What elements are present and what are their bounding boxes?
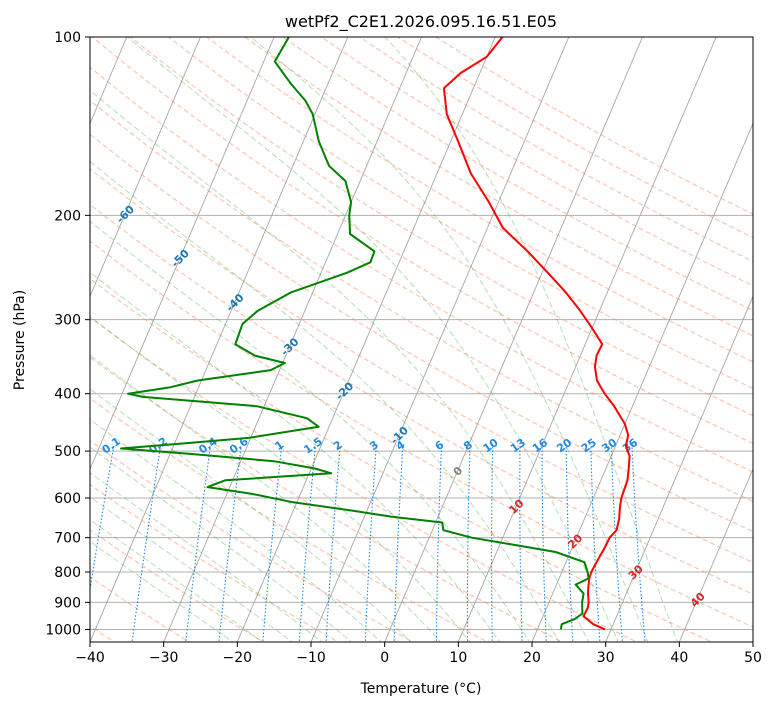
y-tick-label: 400 (54, 387, 81, 403)
x-tick-label: −30 (149, 650, 179, 666)
x-tick-label: 10 (449, 650, 467, 666)
y-tick-label: 1000 (45, 622, 81, 638)
x-tick-label: −20 (223, 650, 253, 666)
x-axis-label: Temperature (°C) (360, 681, 482, 697)
x-tick-label: 50 (744, 650, 762, 666)
x-tick-label: 0 (380, 650, 389, 666)
y-tick-label: 300 (54, 313, 81, 329)
x-tick-label: 30 (597, 650, 615, 666)
y-tick-label: 800 (54, 565, 81, 581)
x-tick-label: −10 (296, 650, 326, 666)
y-tick-label: 500 (54, 444, 81, 460)
y-tick-label: 100 (54, 30, 81, 46)
y-tick-label: 200 (54, 208, 81, 224)
x-tick-label: 20 (523, 650, 541, 666)
chart-title: wetPf2_C2E1.2026.095.16.51.E05 (285, 12, 557, 32)
y-axis-label: Pressure (hPa) (12, 290, 28, 390)
y-tick-label: 600 (54, 491, 81, 507)
x-tick-label: −40 (75, 650, 105, 666)
y-tick-label: 700 (54, 531, 81, 547)
y-tick-label: 900 (54, 595, 81, 611)
x-tick-label: 40 (670, 650, 688, 666)
